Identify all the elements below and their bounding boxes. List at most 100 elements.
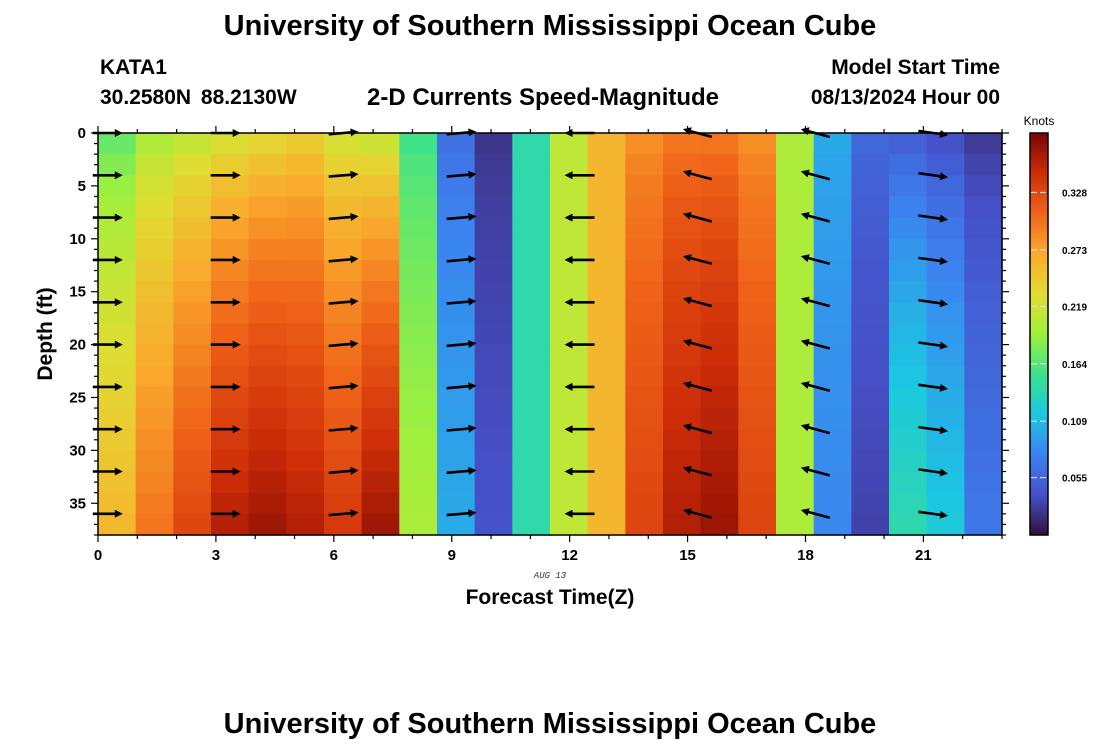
heatmap-cell [361, 386, 400, 409]
chart-subtitle: 2-D Currents Speed-Magnitude [367, 84, 720, 111]
heatmap-cell [813, 196, 852, 219]
heatmap-cell [399, 429, 438, 451]
heatmap-cell [700, 259, 739, 282]
colorbar-title: Knots [1024, 114, 1055, 128]
heatmap-cell [700, 196, 739, 219]
heatmap-cell [437, 429, 476, 451]
heatmap-cell [926, 133, 965, 155]
heatmap-cell [738, 386, 777, 409]
heatmap-cell [135, 302, 174, 325]
current-arrow [328, 170, 359, 179]
current-arrow [564, 298, 595, 307]
heatmap-cell [173, 365, 212, 388]
heatmap-cell [474, 217, 513, 240]
heatmap-cell [926, 259, 965, 282]
current-arrow [918, 383, 949, 392]
heatmap-cell [286, 344, 325, 367]
heatmap-cell [851, 302, 890, 325]
heatmap-cell [964, 450, 1003, 473]
x-tick-label: 0 [94, 547, 102, 564]
heatmap-cell [248, 154, 287, 176]
current-arrow [328, 424, 359, 433]
heatmap-cell [324, 492, 363, 515]
heatmap-cell [248, 386, 287, 409]
heatmap-cell [700, 471, 739, 494]
heatmap-cell [248, 513, 287, 536]
heatmap-cell [135, 386, 174, 409]
heatmap-cell [625, 323, 664, 346]
heatmap-cell [625, 365, 664, 388]
heatmap-cell [663, 471, 702, 494]
heatmap-cell [512, 238, 551, 261]
current-arrow [446, 340, 477, 348]
heatmap-cell [324, 450, 363, 473]
heatmap-cell [474, 386, 513, 409]
heatmap-cell [248, 471, 287, 494]
heatmap-cell [926, 217, 965, 240]
heatmap-cell [813, 450, 852, 473]
heatmap-cell [625, 196, 664, 219]
heatmap-cell [964, 196, 1003, 219]
heatmap-cell [964, 175, 1003, 198]
heatmap-cell [964, 365, 1003, 388]
heatmap-cell [776, 365, 815, 388]
heatmap-cell [512, 217, 551, 240]
heatmap-cell [211, 408, 250, 430]
current-arrow [918, 468, 949, 477]
heatmap-cell [964, 133, 1003, 155]
heatmap-cell [738, 471, 777, 494]
heatmap-cell [625, 471, 664, 494]
heatmap-cell [135, 217, 174, 240]
heatmap-cell [135, 450, 174, 473]
heatmap-cell [512, 259, 551, 282]
heatmap-cell [135, 365, 174, 388]
current-arrow [800, 423, 831, 435]
heatmap-cell [361, 344, 400, 367]
heatmap-cell [813, 133, 852, 155]
heatmap-cell [324, 365, 363, 388]
heatmap-cell [512, 344, 551, 367]
heatmap-cell [889, 196, 928, 219]
heatmap-cell [776, 429, 815, 451]
chart-title: University of Southern Mississippi Ocean… [223, 10, 877, 42]
heatmap-cell [776, 259, 815, 282]
heatmap-cell [663, 492, 702, 515]
heatmap-cell [964, 259, 1003, 282]
heatmap-cell [173, 196, 212, 219]
heatmap-cell [98, 492, 137, 515]
heatmap-cell [399, 408, 438, 430]
heatmap-cell [663, 386, 702, 409]
heatmap-cell [248, 429, 287, 451]
heatmap-cell [851, 281, 890, 303]
heatmap-cell [399, 238, 438, 261]
heatmap-cell [738, 154, 777, 176]
heatmap-cell [324, 133, 363, 155]
heatmap-cell [135, 175, 174, 198]
heatmap-cell [550, 365, 589, 388]
x-tick-label: 21 [915, 547, 932, 564]
heatmap-cell [98, 450, 137, 473]
heatmap-cell [587, 429, 626, 451]
heatmap-cell [437, 302, 476, 325]
heatmap-cell [776, 471, 815, 494]
x-tick-label: 15 [679, 547, 696, 564]
heatmap-cell [173, 217, 212, 240]
current-arrow [210, 509, 241, 518]
model-start-value: 08/13/2024 Hour 00 [810, 86, 1000, 109]
colorbar: 0.055 0.109 0.164 0.219 0.273 0.328 [1029, 132, 1087, 536]
heatmap-cell [851, 471, 890, 494]
current-arrow [328, 255, 359, 264]
current-arrow [210, 340, 241, 349]
heatmap-cell [437, 217, 476, 240]
heatmap-cell [512, 133, 551, 155]
heatmap-cell [211, 302, 250, 325]
heatmap-cell [813, 281, 852, 303]
heatmap-cell [98, 365, 137, 388]
heatmap-cell [211, 238, 250, 261]
heatmap-cell [474, 344, 513, 367]
heatmap-cell [135, 513, 174, 536]
current-arrow [564, 255, 595, 264]
heatmap-cell [625, 450, 664, 473]
heatmap-cell [512, 196, 551, 219]
